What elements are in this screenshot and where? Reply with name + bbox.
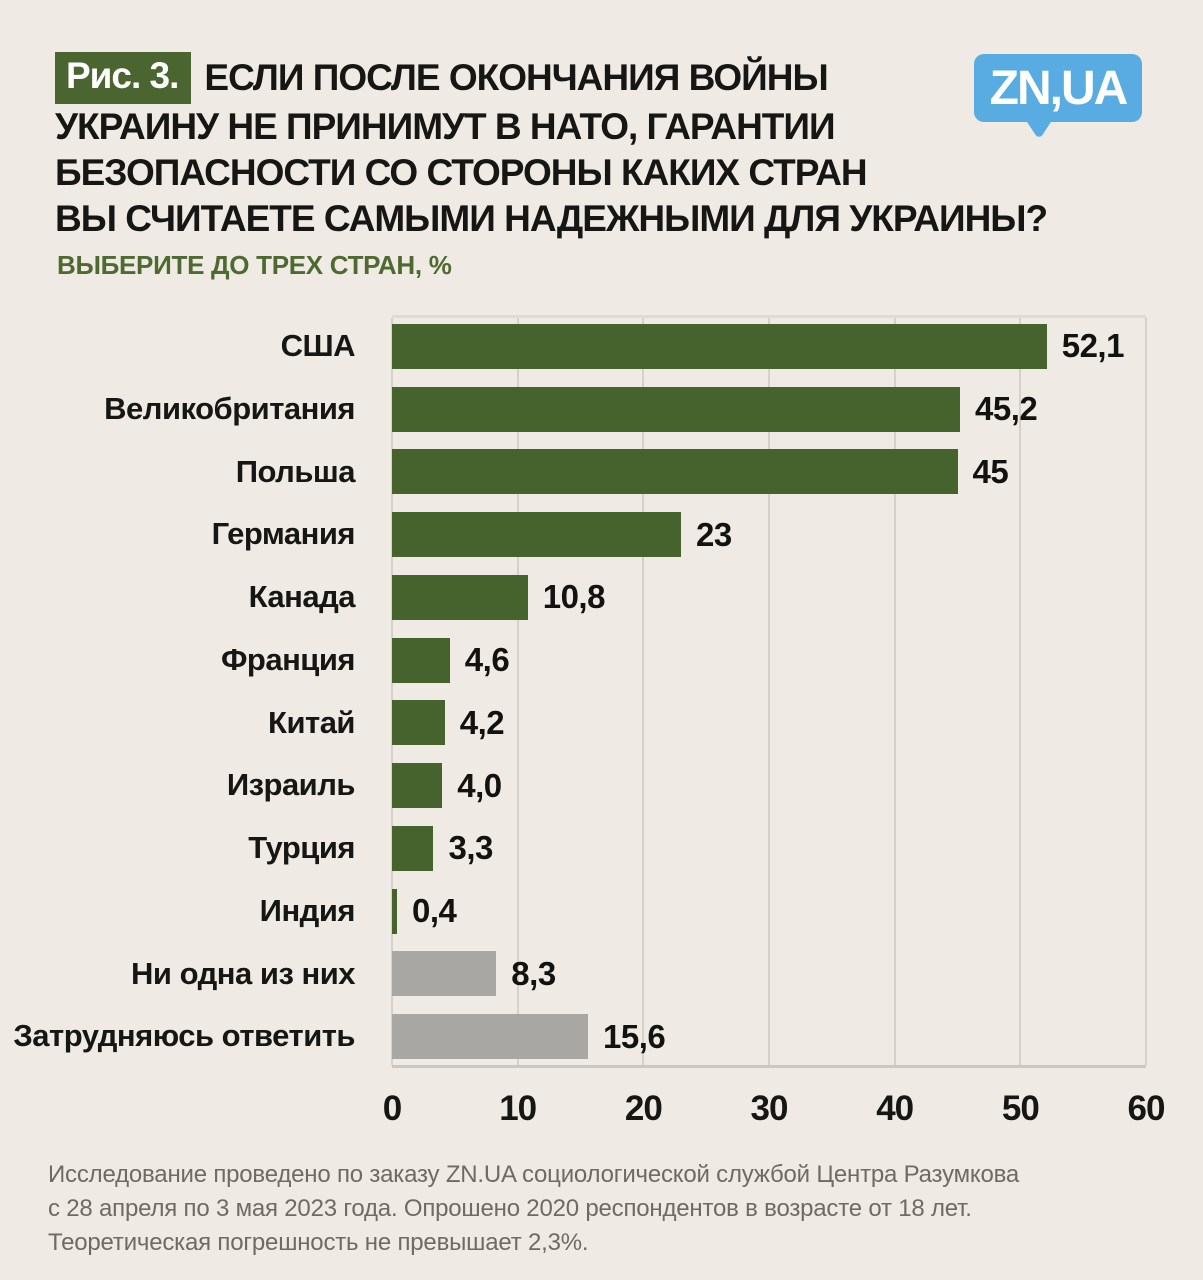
gridline <box>1145 318 1147 1065</box>
bar-track: 52,1 <box>392 323 1146 369</box>
bar-muted <box>392 1014 589 1060</box>
bar <box>392 386 960 432</box>
bar <box>392 825 434 871</box>
chart-subtitle: ВЫБЕРИТЕ ДО ТРЕХ СТРАН, % <box>57 250 452 280</box>
category-label: Затрудняюсь ответить <box>13 1018 355 1054</box>
bar-track: 10,8 <box>392 574 1146 620</box>
bar-rows: США 52,1 Великобритания 45,2 Польша 45 Германи… <box>0 315 1203 1068</box>
bar <box>392 637 450 683</box>
bar-row: Турция 3,3 <box>0 817 1203 880</box>
bar <box>392 574 528 620</box>
value-label: 4,2 <box>459 703 505 741</box>
figure-number-badge: Рис. 3. <box>55 52 192 104</box>
bar <box>392 763 443 809</box>
bar-row: Ни одна из них 8,3 <box>0 943 1203 1006</box>
bar-chart: США 52,1 Великобритания 45,2 Польша 45 Германи… <box>0 315 1203 1128</box>
category-label: Польша <box>235 453 356 489</box>
bar-row: Польша 45 <box>0 441 1203 504</box>
bar-track: 8,3 <box>392 951 1146 997</box>
bar-row: Франция 4,6 <box>0 629 1203 692</box>
x-axis-tick: 0 <box>382 1089 402 1128</box>
chart-title: Рис. 3. ЕСЛИ ПОСЛЕ ОКОНЧАНИЯ ВОЙНЫ УКРАИ… <box>55 52 1048 242</box>
value-label: 45 <box>972 452 1009 490</box>
title-line-4: ВЫ СЧИТАЕТЕ САМЫМИ НАДЕЖНЫМИ ДЛЯ УКРАИНЫ… <box>55 198 1048 239</box>
bar-track: 15,6 <box>392 1014 1146 1060</box>
title-text: ЕСЛИ ПОСЛЕ ОКОНЧАНИЯ ВОЙНЫ <box>204 57 828 98</box>
category-label: Индия <box>259 892 356 928</box>
gridline <box>1019 318 1022 1065</box>
bar-row: Затрудняюсь ответить 15,6 <box>0 1005 1203 1068</box>
znua-logo-text: ZN,UA <box>989 61 1129 115</box>
category-label: Франция <box>220 641 356 677</box>
source-note-line-1: Исследование проведено по заказу ZN.UA с… <box>48 1161 1020 1188</box>
x-axis-tick: 50 <box>1001 1089 1040 1128</box>
category-label: Китай <box>268 704 355 740</box>
value-label: 45,2 <box>975 390 1038 428</box>
value-label: 15,6 <box>603 1017 666 1055</box>
gridline <box>516 318 519 1065</box>
gridline <box>768 318 770 1065</box>
title-line-2: УКРАИНУ НЕ ПРИНИМУТ В НАТО, ГАРАНТИИ <box>55 106 836 147</box>
gridline <box>893 318 896 1065</box>
value-label: 3,3 <box>448 829 493 867</box>
bar-row: Германия 23 <box>0 503 1203 566</box>
category-label: Турция <box>248 830 355 866</box>
bar <box>392 323 1047 369</box>
bar-track: 45 <box>392 449 1146 495</box>
bar <box>392 512 682 558</box>
category-label: Германия <box>211 516 356 552</box>
bar-track: 23 <box>392 512 1146 558</box>
title-line-1: Рис. 3. ЕСЛИ ПОСЛЕ ОКОНЧАНИЯ ВОЙНЫ <box>55 52 955 104</box>
title-line-3: БЕЗОПАСНОСТИ СО СТОРОНЫ КАКИХ СТРАН <box>55 152 868 193</box>
bar-track: 4,2 <box>392 700 1146 746</box>
gridline <box>642 318 645 1065</box>
bar-track: 4,6 <box>392 637 1146 683</box>
bar-track: 0,4 <box>392 888 1146 934</box>
bar-row: Израиль 4,0 <box>0 754 1203 817</box>
x-axis: 0 10 20 30 40 50 60 <box>383 1083 1166 1129</box>
value-label: 10,8 <box>542 578 606 616</box>
value-label: 4,6 <box>464 641 510 679</box>
value-label: 4,0 <box>457 766 502 804</box>
bar <box>392 888 398 934</box>
category-label: Ни одна из них <box>131 955 355 991</box>
bar <box>392 700 445 746</box>
source-note-line-2: с 28 апреля по 3 мая 2023 года. Опрошено… <box>48 1195 972 1222</box>
category-label: Израиль <box>226 767 356 803</box>
bar-track: 45,2 <box>392 386 1146 432</box>
bar-row: США 52,1 <box>0 315 1203 378</box>
value-label: 8,3 <box>511 954 556 992</box>
x-axis-tick: 60 <box>1127 1089 1166 1128</box>
source-note-line-3: Теоретическая погрешность не превышает 2… <box>48 1229 589 1256</box>
bar-row: Индия 0,4 <box>0 880 1203 943</box>
bar-row: Китай 4,2 <box>0 692 1203 755</box>
bar-row: Великобритания 45,2 <box>0 378 1203 441</box>
gridline <box>391 318 393 1065</box>
source-note: Исследование проведено по заказу ZN.UA с… <box>48 1158 1148 1260</box>
bar-muted <box>392 951 497 997</box>
bar-track: 3,3 <box>392 825 1146 871</box>
value-label: 0,4 <box>412 892 457 930</box>
x-axis-tick: 40 <box>876 1089 914 1128</box>
value-label: 52,1 <box>1061 327 1125 365</box>
category-label: США <box>280 328 356 364</box>
plot-area <box>391 315 1147 1068</box>
znua-logo: ZN,UA <box>974 54 1142 122</box>
bar-row: Канада 10,8 <box>0 566 1203 629</box>
category-label: Великобритания <box>104 390 355 426</box>
category-label: Канада <box>248 579 356 615</box>
x-axis-tick: 10 <box>499 1089 537 1128</box>
bar <box>392 449 958 495</box>
x-axis-tick: 30 <box>750 1089 789 1128</box>
value-label: 23 <box>696 515 732 553</box>
bar-track: 4,0 <box>392 763 1146 809</box>
x-axis-tick: 20 <box>624 1089 663 1128</box>
